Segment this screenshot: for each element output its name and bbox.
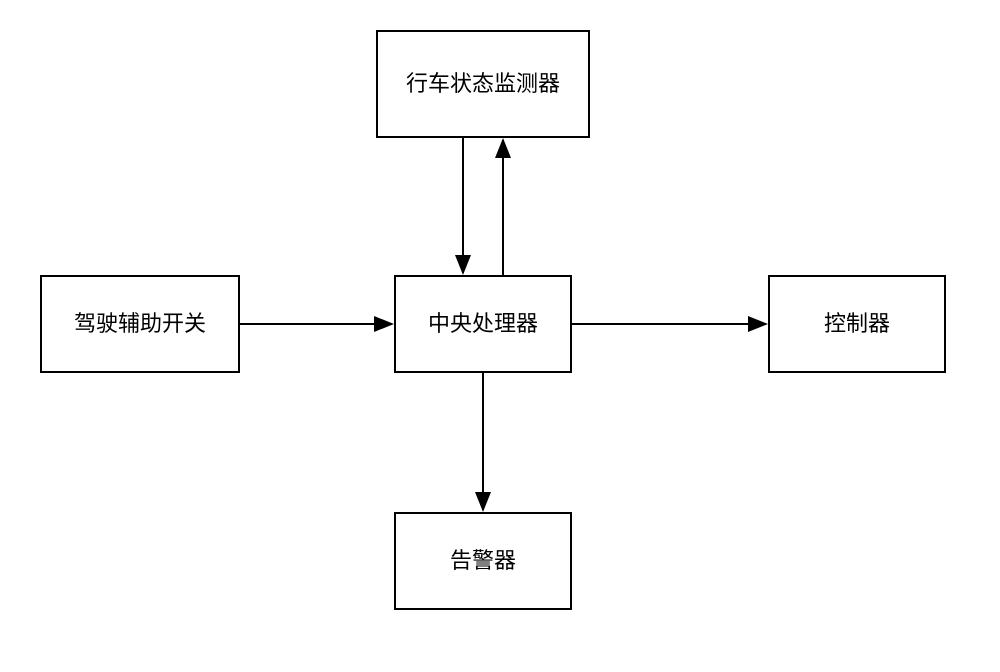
node-alarm-label: 告警器: [450, 546, 516, 577]
node-cpu: 中央处理器: [394, 275, 572, 373]
node-controller: 控制器: [768, 275, 946, 373]
node-cpu-label: 中央处理器: [428, 309, 538, 340]
node-switch-label: 驾驶辅助开关: [74, 309, 206, 340]
node-monitor-label: 行车状态监测器: [406, 69, 560, 100]
node-alarm: 告警器: [394, 512, 572, 610]
node-monitor: 行车状态监测器: [376, 30, 590, 138]
node-switch: 驾驶辅助开关: [40, 275, 240, 373]
node-controller-label: 控制器: [824, 309, 890, 340]
flowchart-diagram: 行车状态监测器 驾驶辅助开关 中央处理器 控制器 告警器: [0, 0, 1000, 672]
